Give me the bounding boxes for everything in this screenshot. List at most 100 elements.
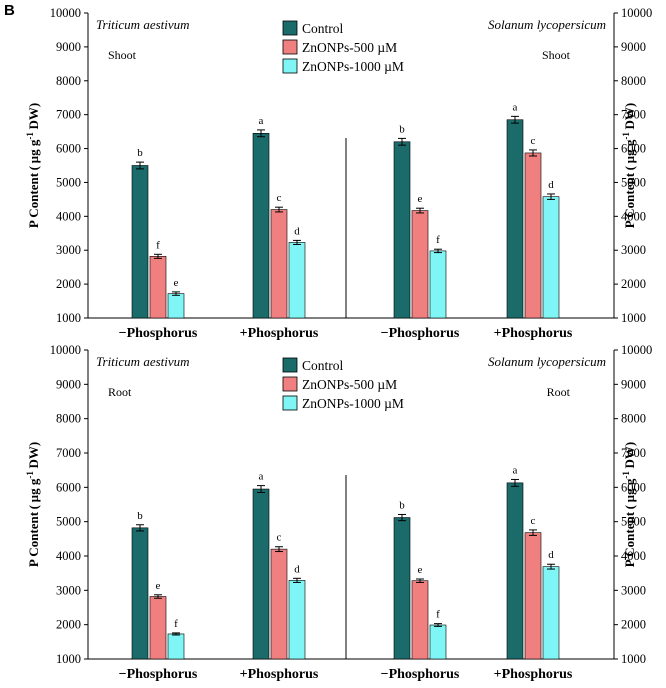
significance-letter: c	[277, 192, 282, 204]
y-tick-label-right: 10000	[621, 343, 652, 357]
y-tick-label-left: 6000	[56, 480, 81, 494]
significance-letter: a	[513, 101, 518, 113]
category-label: −Phosphorus	[381, 667, 460, 682]
y-tick-label-right: 4000	[621, 549, 646, 563]
y-axis-title-superscript: -1	[25, 132, 35, 140]
y-tick-label-left: 6000	[56, 142, 81, 156]
y-axis-title-right: P Content ( µg g-1 DW)	[621, 103, 637, 228]
y-tick-label-right: 7000	[621, 446, 646, 460]
bar	[288, 242, 306, 319]
bar	[270, 209, 288, 319]
y-tick-label-left: 3000	[56, 583, 81, 597]
significance-letter: b	[137, 510, 143, 522]
y-tick-label-right: 8000	[621, 412, 646, 426]
category-label: −Phosphorus	[381, 326, 460, 341]
significance-letter: e	[156, 580, 161, 592]
y-tick-label-right: 9000	[621, 377, 646, 391]
y-tick-label-left: 4000	[56, 549, 81, 563]
significance-letter: d	[548, 179, 554, 191]
y-axis-title-main: P Content ( µg g	[622, 139, 637, 228]
bar	[542, 196, 560, 319]
legend-swatch	[282, 357, 298, 373]
y-tick-label-left: 9000	[56, 40, 81, 54]
significance-letter: d	[294, 225, 300, 237]
y-tick-label-left: 10000	[50, 343, 81, 357]
bar	[149, 596, 167, 660]
organ-label-left: Shoot	[108, 48, 137, 62]
y-axis-title-tail: DW)	[622, 442, 637, 471]
bar	[288, 580, 306, 660]
bar	[411, 580, 429, 660]
significance-letter: a	[513, 464, 518, 476]
y-tick-label-right: 8000	[621, 74, 646, 88]
y-tick-label-right: 6000	[621, 142, 646, 156]
y-tick-label-left: 8000	[56, 74, 81, 88]
bar	[506, 482, 524, 660]
y-tick-label-left: 2000	[56, 618, 81, 632]
y-tick-label-right: 3000	[621, 583, 646, 597]
legend-swatch	[282, 376, 298, 392]
bar	[542, 566, 560, 660]
category-label: −Phosphorus	[119, 326, 198, 341]
bar	[411, 210, 429, 319]
bar	[167, 293, 185, 319]
bar	[429, 250, 447, 319]
y-tick-label-left: 3000	[56, 243, 81, 257]
y-tick-label-right: 4000	[621, 209, 646, 223]
significance-letter: c	[531, 515, 536, 527]
y-tick-label-left: 7000	[56, 446, 81, 460]
organ-label-right: Root	[547, 385, 571, 399]
y-axis-title-main: P Content ( µg g	[622, 478, 637, 567]
bar	[524, 532, 542, 660]
bar	[393, 141, 411, 319]
bar	[429, 624, 447, 660]
species-label-right: Solanum lycopersicum	[488, 17, 606, 32]
significance-letter: f	[436, 234, 440, 246]
bar	[131, 165, 149, 319]
y-axis-title-left: P Content ( µg g-1 DW)	[25, 442, 41, 567]
y-tick-label-right: 9000	[621, 40, 646, 54]
y-axis-title-superscript: -1	[621, 471, 631, 479]
y-axis-title-left: P Content ( µg g-1 DW)	[25, 103, 41, 228]
category-label: +Phosphorus	[240, 667, 319, 682]
category-label: +Phosphorus	[494, 326, 573, 341]
y-tick-label-left: 1000	[56, 311, 81, 325]
bar	[149, 256, 167, 319]
significance-letter: a	[259, 115, 264, 127]
organ-label-left: Root	[108, 385, 132, 399]
y-tick-label-right: 7000	[621, 108, 646, 122]
y-axis-title-main: P Content ( µg g	[26, 478, 41, 567]
y-tick-label-left: 5000	[56, 175, 81, 189]
y-tick-label-right: 10000	[621, 6, 652, 20]
significance-letter: e	[174, 277, 179, 289]
y-axis-title-tail: DW)	[622, 103, 637, 132]
y-tick-label-right: 2000	[621, 277, 646, 291]
bar	[506, 119, 524, 319]
organ-label-right: Shoot	[542, 48, 571, 62]
panel-label: B	[4, 2, 15, 19]
y-axis-title-tail: DW)	[26, 103, 41, 132]
significance-letter: b	[399, 499, 405, 511]
significance-letter: d	[548, 549, 554, 561]
y-tick-label-left: 9000	[56, 377, 81, 391]
y-axis-title-superscript: -1	[25, 471, 35, 479]
y-tick-label-left: 5000	[56, 515, 81, 529]
significance-letter: e	[418, 564, 423, 576]
bar	[270, 548, 288, 660]
significance-letter: a	[259, 471, 264, 483]
y-tick-label-left: 1000	[56, 652, 81, 666]
legend-label: Control	[302, 21, 344, 36]
legend-label: ZnONPs-500 µM	[302, 377, 397, 392]
category-label: +Phosphorus	[494, 667, 573, 682]
bar	[167, 633, 185, 660]
bar	[393, 517, 411, 660]
category-label: −Phosphorus	[119, 667, 198, 682]
legend-swatch	[282, 58, 298, 74]
y-tick-label-right: 5000	[621, 515, 646, 529]
y-tick-label-right: 6000	[621, 480, 646, 494]
y-tick-label-right: 3000	[621, 243, 646, 257]
species-label-right: Solanum lycopersicum	[488, 354, 606, 369]
y-axis-title-right: P Content ( µg g-1 DW)	[621, 442, 637, 567]
significance-letter: f	[436, 609, 440, 621]
